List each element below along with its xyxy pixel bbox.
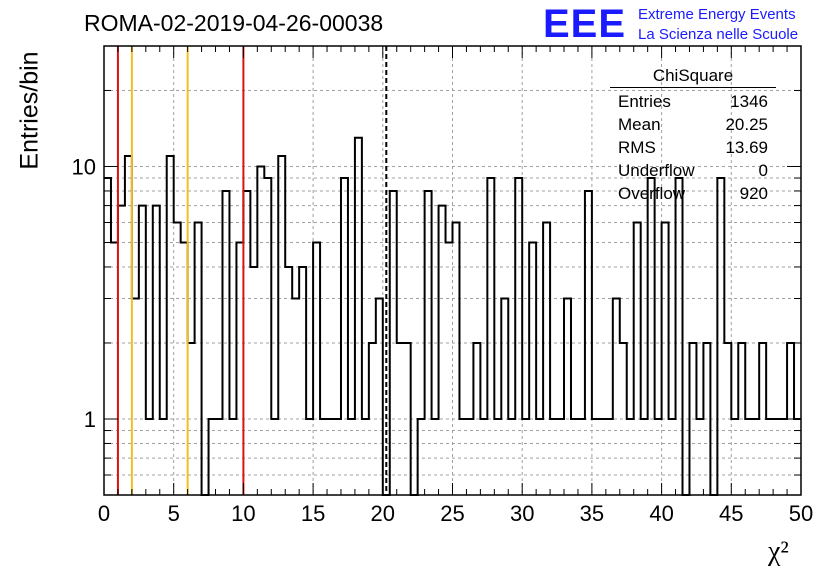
histogram-line <box>104 136 801 496</box>
eee-logo: EEE <box>543 2 627 46</box>
x-tick-label: 0 <box>98 501 110 526</box>
x-tick-label: 25 <box>440 501 464 526</box>
stats-label: Mean <box>618 115 661 134</box>
chart-title: ROMA-02-2019-04-26-00038 <box>84 10 384 36</box>
x-tick-label: 5 <box>168 501 180 526</box>
stats-value: 920 <box>739 184 768 203</box>
x-tick-label: 50 <box>789 501 813 526</box>
stats-row: Mean 20.25 <box>610 113 776 136</box>
stats-label: Underflow <box>618 161 695 180</box>
stats-value: 13.69 <box>725 138 768 157</box>
x-tick-label: 10 <box>231 501 255 526</box>
y-axis-label: Entries/bin <box>15 51 44 170</box>
stats-box: ChiSquare Entries 1346 Mean 20.25 RMS 13.69… <box>610 66 776 205</box>
stats-title: ChiSquare <box>610 66 776 88</box>
x-axis-label: χ² <box>768 536 789 567</box>
x-tick-label: 20 <box>371 501 395 526</box>
logo-line-1: Extreme Energy Events <box>638 6 796 23</box>
x-tick-label: 45 <box>719 501 743 526</box>
y-tick-label: 1 <box>84 407 96 432</box>
logo-line-2: La Scienza nelle Scuole <box>638 26 799 43</box>
stats-value: 1346 <box>730 92 768 111</box>
stats-row: Overflow 920 <box>610 182 776 205</box>
x-tick-label: 15 <box>301 501 325 526</box>
stats-value: 20.25 <box>725 115 768 134</box>
stats-label: Overflow <box>618 184 686 203</box>
stats-value: 0 <box>758 161 768 180</box>
stats-row: Entries 1346 <box>610 90 776 113</box>
stats-label: Entries <box>618 92 671 111</box>
x-tick-label: 35 <box>580 501 604 526</box>
stats-label: RMS <box>618 138 656 157</box>
stats-row: Underflow 0 <box>610 159 776 182</box>
y-tick-label: 10 <box>72 154 96 179</box>
x-tick-label: 30 <box>510 501 534 526</box>
x-tick-label: 40 <box>649 501 673 526</box>
stats-row: RMS 13.69 <box>610 136 776 159</box>
